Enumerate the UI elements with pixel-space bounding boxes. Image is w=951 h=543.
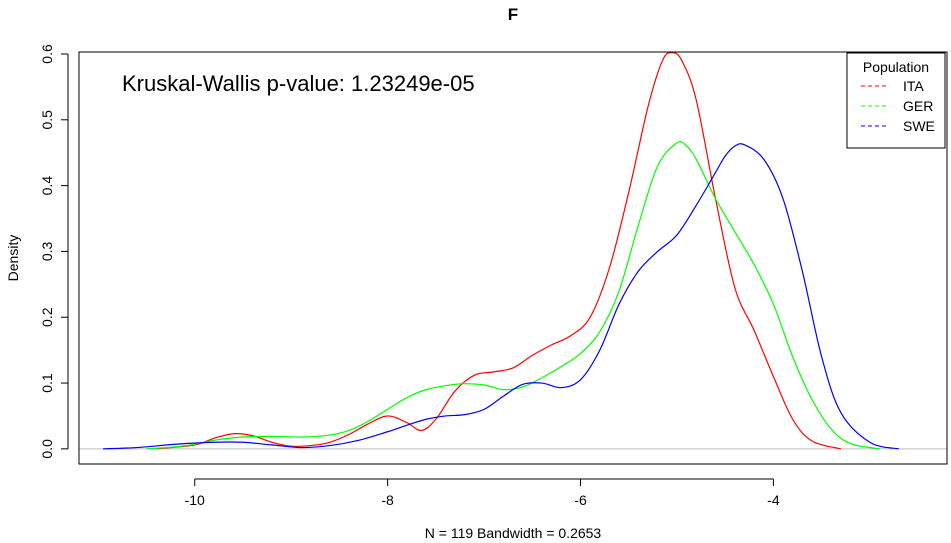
y-tick-label: 0.2 (39, 307, 55, 327)
legend: Population ITA GER SWE (846, 52, 946, 149)
y-tick-label: 0.6 (39, 44, 55, 64)
legend-box (846, 52, 946, 149)
legend-label-swe: SWE (903, 118, 935, 134)
x-axis-title: N = 119 Bandwidth = 0.2653 (425, 525, 602, 541)
legend-title: Population (863, 59, 929, 75)
y-tick-label: 0.3 (39, 241, 55, 261)
legend-label-ita: ITA (903, 78, 924, 94)
legend-entries: ITA GER SWE (861, 78, 935, 134)
kruskal-wallis-annotation: Kruskal-Wallis p-value: 1.23249e-05 (122, 71, 475, 96)
density-curves (103, 52, 899, 450)
y-axis: 0.0 0.1 0.2 0.3 0.4 0.5 0.6 (39, 44, 69, 459)
density-line-swe (103, 143, 899, 450)
x-axis: -10 -8 -6 -4 (185, 478, 780, 508)
y-axis-title: Density (5, 235, 21, 282)
y-tick-label: 0.4 (39, 176, 55, 196)
density-line-ger (146, 140, 880, 450)
plot-frame (78, 51, 948, 465)
y-tick-label: 0.0 (39, 439, 55, 459)
x-tick-label: -10 (185, 492, 205, 508)
x-tick-label: -6 (574, 492, 587, 508)
y-tick-label: 0.1 (39, 373, 55, 393)
y-tick-label: 0.5 (39, 110, 55, 130)
legend-label-ger: GER (903, 98, 933, 114)
chart-title: F (508, 5, 518, 24)
x-tick-label: -8 (381, 492, 394, 508)
x-tick-label: -4 (767, 492, 780, 508)
